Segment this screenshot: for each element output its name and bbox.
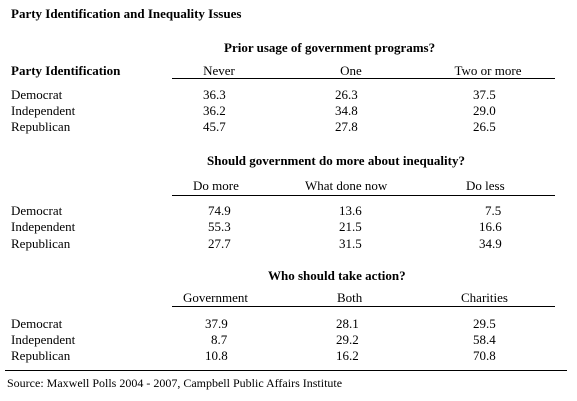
section-3-col-2: Both (337, 290, 363, 305)
section-3-row-2-label: Independent (11, 332, 76, 347)
section-2-row-2-val-3: 16.6 (479, 219, 502, 234)
footer-rule (5, 370, 567, 371)
section-2-row-1-label: Democrat (11, 203, 63, 218)
section-2-row-1-val-2: 13.6 (339, 203, 362, 218)
section-2-row-3-val-2: 31.5 (339, 236, 362, 251)
section-1-row-3-label: Republican (11, 119, 71, 134)
section-2-row-1-val-1: 74.9 (208, 203, 231, 218)
section-3-row-3-label: Republican (11, 348, 71, 363)
section-1-col-2: One (340, 63, 362, 78)
table-title: Party Identification and Inequality Issu… (11, 6, 242, 21)
section-1-row-3-val-2: 27.8 (335, 119, 358, 134)
section-2-row-2-val-1: 55.3 (208, 219, 231, 234)
section-3-col-1: Government (183, 290, 248, 305)
section-2-header-rule (172, 195, 555, 196)
section-3-row-2-val-1: 8.7 (211, 332, 228, 347)
section-2-row-2-label: Independent (11, 219, 76, 234)
source-note: Source: Maxwell Polls 2004 - 2007, Campb… (7, 376, 343, 390)
section-3-question: Who should take action? (268, 268, 406, 283)
section-1-row-3-val-1: 45.7 (203, 119, 226, 134)
section-1-question: Prior usage of government programs? (224, 40, 436, 55)
section-1-header-rule (172, 78, 555, 79)
section-2-col-3: Do less (466, 178, 505, 193)
row-header: Party Identification (11, 63, 121, 78)
section-2-row-3-val-3: 34.9 (479, 236, 502, 251)
section-3-row-2-val-3: 58.4 (473, 332, 496, 347)
section-1-col-1: Never (203, 63, 235, 78)
section-3-row-3-val-2: 16.2 (336, 348, 359, 363)
section-1-row-2-val-3: 29.0 (473, 103, 496, 118)
section-1-row-2-val-2: 34.8 (335, 103, 358, 118)
section-3-row-3-val-3: 70.8 (473, 348, 496, 363)
section-3-row-1-val-2: 28.1 (336, 316, 359, 331)
section-1-row-1-val-1: 36.3 (203, 87, 226, 102)
section-1-row-1-label: Democrat (11, 87, 63, 102)
section-3-header-rule (172, 306, 555, 307)
section-1-row-2-label: Independent (11, 103, 76, 118)
section-1-col-3: Two or more (454, 63, 522, 78)
section-3-row-1-label: Democrat (11, 316, 63, 331)
section-3-row-2-val-2: 29.2 (336, 332, 359, 347)
section-2-row-2-val-2: 21.5 (339, 219, 362, 234)
section-2-question: Should government do more about inequali… (207, 153, 465, 168)
section-3-col-3: Charities (461, 290, 508, 305)
section-2-row-3-val-1: 27.7 (208, 236, 231, 251)
section-2-row-3-label: Republican (11, 236, 71, 251)
section-3-row-1-val-3: 29.5 (473, 316, 496, 331)
section-1-row-1-val-2: 26.3 (335, 87, 358, 102)
section-1-row-3-val-3: 26.5 (473, 119, 496, 134)
section-2-col-1: Do more (193, 178, 239, 193)
section-2-col-2: What done now (305, 178, 388, 193)
section-3-row-1-val-1: 37.9 (205, 316, 228, 331)
section-1-row-1-val-3: 37.5 (473, 87, 496, 102)
section-3-row-3-val-1: 10.8 (205, 348, 228, 363)
section-1-row-2-val-1: 36.2 (203, 103, 226, 118)
section-2-row-1-val-3: 7.5 (485, 203, 502, 218)
